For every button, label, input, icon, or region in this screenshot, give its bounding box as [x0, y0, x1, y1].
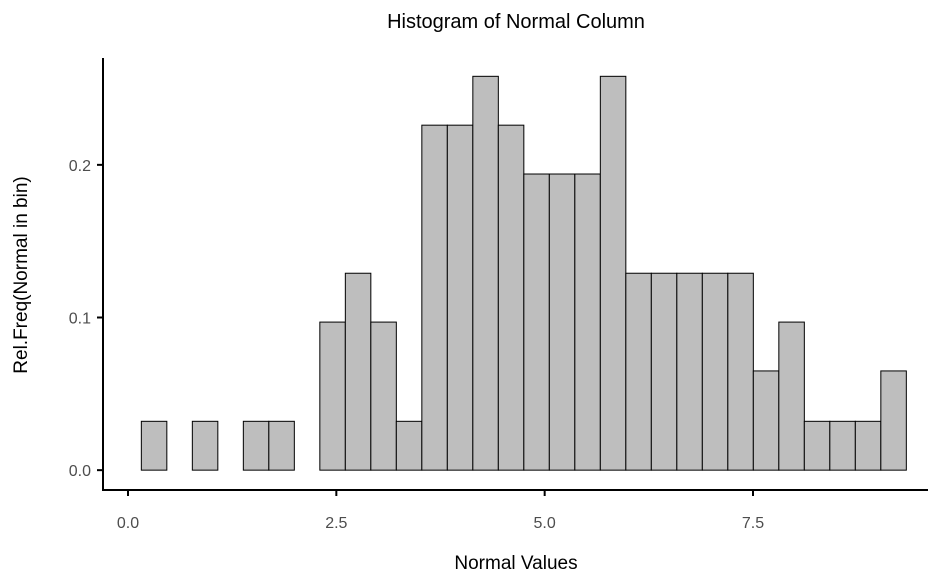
histogram-bar-5 — [268, 420, 295, 471]
histogram-bar-29 — [880, 370, 907, 471]
y-ticks-group: 0.0 0.1 0.2 — [69, 158, 103, 480]
y-tick-label-2: 0.2 — [69, 158, 91, 175]
histogram-bar-13 — [472, 75, 499, 471]
histogram-bar-0 — [140, 420, 168, 471]
histogram-bar-16 — [548, 173, 576, 471]
histogram-bar-10 — [395, 420, 423, 471]
histogram-bar-28 — [854, 420, 882, 471]
bars-group — [140, 75, 907, 471]
x-axis-label: Normal Values — [454, 553, 577, 574]
histogram-bar-17 — [574, 173, 601, 471]
histogram-bar-8 — [344, 272, 372, 471]
histogram-bar-19 — [625, 272, 652, 471]
y-axis-label: Rel.Freq(Normal in bin) — [11, 176, 32, 373]
histogram-bar-23 — [727, 272, 754, 471]
y-tick-label-1: 0.1 — [69, 311, 91, 328]
histogram-bar-26 — [803, 420, 831, 471]
histogram-bar-20 — [650, 272, 678, 471]
histogram-bar-24 — [752, 370, 780, 471]
histogram-bar-11 — [421, 124, 448, 471]
histogram-bar-12 — [446, 124, 474, 471]
histogram-bar-27 — [829, 420, 856, 471]
x-tick-label-0: 0.0 — [117, 515, 139, 532]
histogram-bar-18 — [599, 75, 627, 471]
histogram-bar-25 — [778, 321, 805, 471]
histogram-bar-14 — [497, 124, 525, 471]
histogram-bar-9 — [370, 321, 397, 471]
x-tick-label-2: 5.0 — [534, 515, 556, 532]
y-tick-label-0: 0.0 — [69, 463, 91, 480]
histogram-bar-15 — [523, 173, 550, 471]
chart-title: Histogram of Normal Column — [387, 11, 645, 33]
histogram-bar-2 — [191, 420, 219, 471]
x-tick-label-1: 2.5 — [325, 515, 347, 532]
histogram-bar-7 — [319, 321, 346, 471]
histogram-bar-4 — [242, 420, 270, 471]
x-tick-label-3: 7.5 — [742, 515, 764, 532]
x-ticks-group: 0.0 2.5 5.0 7.5 — [117, 490, 764, 532]
histogram-bar-22 — [701, 272, 729, 471]
histogram-bar-21 — [676, 272, 703, 471]
